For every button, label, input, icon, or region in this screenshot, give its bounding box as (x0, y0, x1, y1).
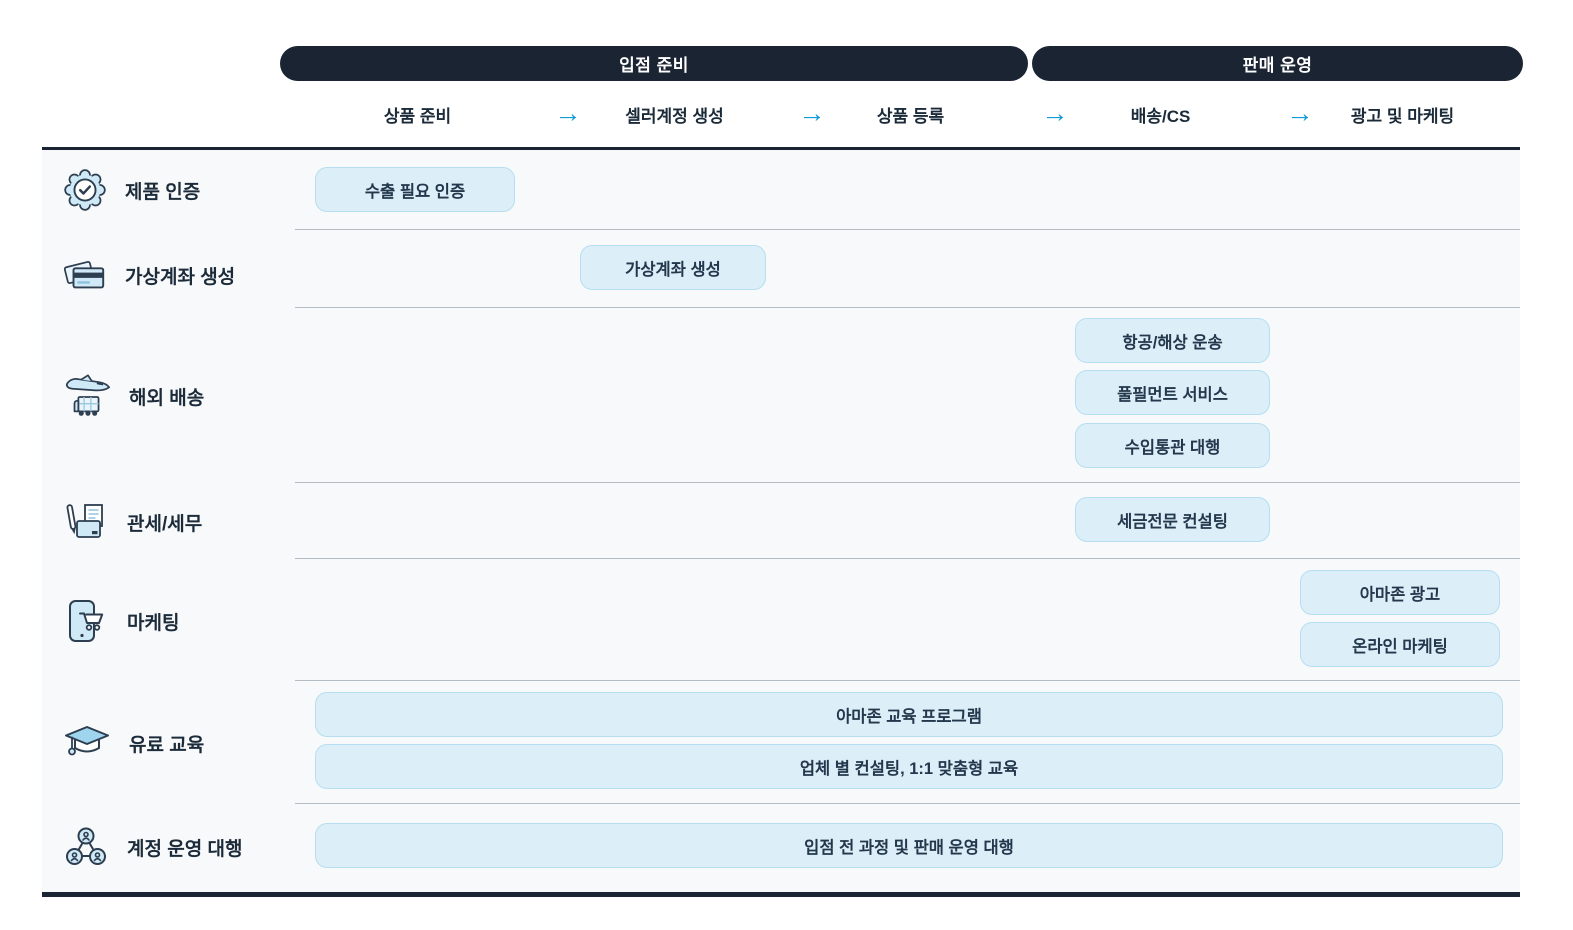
step-product-prep: 상품 준비 (383, 106, 452, 126)
user-network-icon (66, 827, 106, 865)
step-ads-marketing: 광고 및 마케팅 (1350, 106, 1455, 126)
phone-cart-icon (69, 600, 104, 642)
row-account-management: 계정 운영 대행 (62, 821, 287, 873)
phase-pill-sales-operation: 판매 운영 (1032, 46, 1523, 81)
pill-fulfillment-service: 풀필먼트 서비스 (1075, 370, 1270, 415)
row-virtual-account: 가상계좌 생성 (62, 251, 287, 299)
row-customs-tax: 관세/세무 (62, 496, 287, 548)
row-divider (295, 680, 1520, 681)
plane-truck-icon (65, 374, 110, 416)
row-divider (295, 307, 1520, 308)
arrow-right-icon: → (554, 97, 582, 128)
pill-custom-consulting: 업체 별 컨설팅, 1:1 맞춤형 교육 (315, 744, 1503, 789)
row-label-text: 관세/세무 (127, 513, 203, 535)
row-overseas-shipping: 해외 배송 (62, 370, 287, 422)
row-label-text: 유료 교육 (129, 734, 205, 756)
pill-tax-consulting: 세금전문 컨설팅 (1075, 497, 1270, 542)
row-product-certification: 제품 인증 (62, 166, 287, 214)
row-label-text: 마케팅 (127, 612, 180, 634)
step-product-listing: 상품 등록 (876, 106, 945, 126)
documents-pen-icon (66, 504, 103, 538)
credit-cards-icon (63, 260, 105, 289)
row-label-text: 제품 인증 (125, 181, 201, 203)
pill-amazon-ads: 아마존 광고 (1300, 570, 1500, 615)
step-shipping-cs: 배송/CS (1130, 106, 1191, 126)
row-label-text: 계정 운영 대행 (127, 838, 243, 860)
graduation-cap-icon (65, 726, 109, 756)
row-marketing: 마케팅 (62, 595, 287, 647)
pill-online-marketing: 온라인 마케팅 (1300, 622, 1500, 667)
row-divider (295, 803, 1520, 804)
pill-air-sea-freight: 항공/해상 운송 (1075, 318, 1270, 363)
pill-full-service-agency: 입점 전 과정 및 판매 운영 대행 (315, 823, 1503, 868)
pill-import-customs: 수입통관 대행 (1075, 423, 1270, 468)
arrow-right-icon: → (798, 97, 826, 128)
row-divider (295, 229, 1520, 230)
phase-pill-entry-prep: 입점 준비 (280, 46, 1028, 81)
row-paid-education: 유료 교육 (62, 717, 287, 769)
certificate-badge-icon (64, 169, 106, 211)
pill-export-certification: 수출 필요 인증 (315, 167, 515, 212)
row-divider (295, 558, 1520, 559)
pill-amazon-education: 아마존 교육 프로그램 (315, 692, 1503, 737)
arrow-right-icon: → (1286, 97, 1314, 128)
pill-virtual-account: 가상계좌 생성 (580, 245, 766, 290)
row-label-text: 해외 배송 (129, 387, 205, 409)
step-seller-account: 셀러계정 생성 (625, 106, 724, 126)
row-divider (295, 482, 1520, 483)
arrow-right-icon: → (1041, 97, 1069, 128)
row-label-text: 가상계좌 생성 (125, 266, 236, 288)
